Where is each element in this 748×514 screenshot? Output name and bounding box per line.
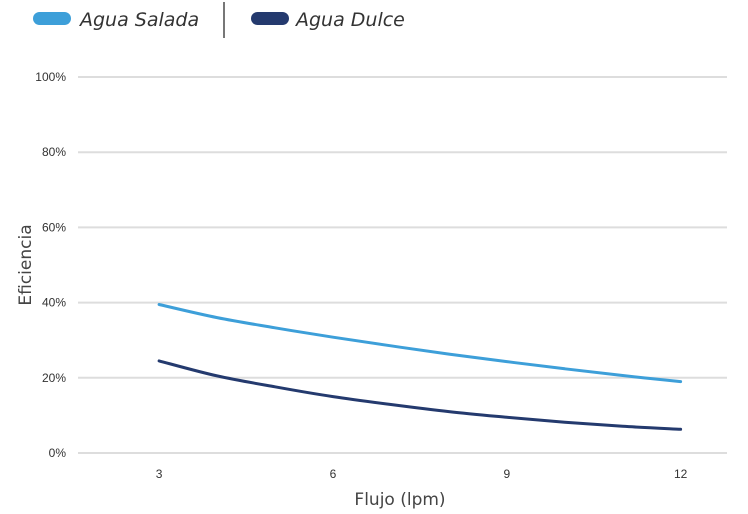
legend-swatch-agua-dulce	[251, 12, 289, 25]
x-tick-label: 6	[330, 467, 337, 481]
legend-swatch-agua-salada	[33, 12, 71, 25]
y-tick-label: 40%	[42, 296, 66, 310]
legend: Agua Salada Agua Dulce	[33, 2, 405, 38]
series-lines	[157, 303, 683, 431]
series-line-agua-salada	[157, 303, 683, 384]
x-axis-title: Flujo (lpm)	[354, 490, 445, 510]
y-tick-label: 0%	[49, 446, 67, 460]
series-line-agua-dulce	[157, 359, 683, 431]
x-tick-label: 3	[156, 467, 163, 481]
y-axis-title: Eficiencia	[16, 224, 36, 305]
y-tick-label: 20%	[42, 371, 66, 385]
x-tick-label: 9	[503, 467, 510, 481]
y-tick-label: 100%	[35, 70, 66, 84]
gridlines	[78, 76, 727, 454]
legend-label-agua-salada: Agua Salada	[78, 9, 199, 31]
y-tick-label: 60%	[42, 220, 66, 234]
x-axis-ticks: 3 6 9 12	[156, 467, 688, 481]
y-axis-ticks: 0% 20% 40% 60% 80% 100%	[35, 70, 66, 460]
y-tick-label: 80%	[42, 145, 66, 159]
legend-label-agua-dulce: Agua Dulce	[294, 9, 405, 31]
x-tick-label: 12	[674, 467, 688, 481]
